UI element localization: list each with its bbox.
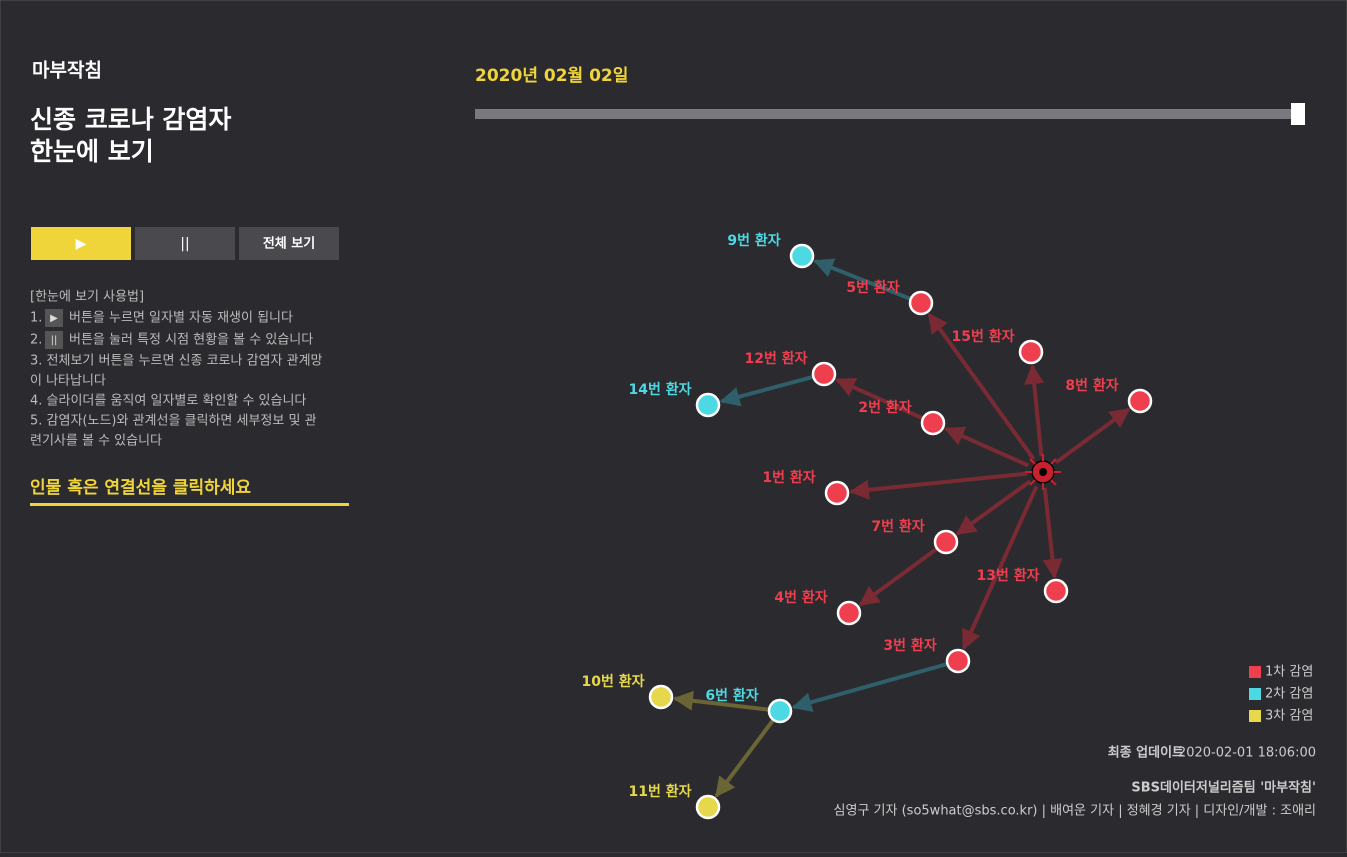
title: 신종 코로나 감염자 — [30, 105, 231, 134]
credits: 심영구 기자 (so5what@sbs.co.kr) | 배여운 기자 | 정혜… — [834, 804, 1316, 819]
update-label: 최종 업데이트 — [1108, 745, 1184, 761]
edge[interactable] — [813, 258, 911, 301]
legend-label: 3차 감염 — [1265, 709, 1313, 724]
node-label[interactable]: 5번 환자 — [846, 279, 899, 296]
node-label[interactable]: 13번 환자 — [977, 567, 1040, 584]
icon-box — [45, 309, 63, 327]
node-label[interactable]: 2번 환자 — [858, 399, 911, 416]
slider-track[interactable] — [475, 109, 1299, 119]
node[interactable] — [695, 794, 721, 820]
date: 2020년 02월 02일 — [475, 66, 628, 86]
node[interactable] — [945, 648, 971, 674]
node[interactable] — [789, 243, 815, 269]
step-number: 2. — [30, 333, 42, 348]
step-text: 5. 감염자(노드)와 관계선을 클릭하면 세부정보 및 관 — [30, 414, 317, 429]
logo: 마부작침 — [32, 60, 102, 82]
instructions-heading: [한눈에 보기 사용법] — [30, 290, 144, 305]
edge[interactable] — [1042, 487, 1063, 580]
node-label[interactable]: 3번 환자 — [883, 637, 936, 654]
step-text: 이 나타납니다 — [30, 374, 106, 389]
all-label[interactable]: 전체 보기 — [263, 236, 315, 252]
node-label[interactable]: 14번 환자 — [629, 381, 692, 398]
edge[interactable] — [1024, 363, 1045, 457]
edge[interactable] — [858, 547, 938, 607]
node[interactable] — [836, 600, 862, 626]
legend-label: 1차 감염 — [1265, 665, 1313, 680]
instructions: 1. ▶ 버튼을 누르면 일자별 자동 재생이 됩니다 2. || 버튼을 눌러 특정 시… — [30, 309, 323, 449]
node-label[interactable]: 15번 환자 — [952, 328, 1015, 345]
node[interactable] — [1127, 388, 1153, 414]
edge[interactable] — [1054, 407, 1131, 465]
slider-handle[interactable] — [1291, 103, 1305, 125]
edge[interactable] — [714, 719, 775, 798]
pause-icon[interactable]: || — [180, 236, 189, 252]
virus-icon[interactable] — [1025, 454, 1061, 490]
edges — [672, 258, 1131, 798]
node-label[interactable]: 7번 환자 — [871, 518, 924, 535]
edge[interactable] — [672, 690, 769, 712]
node-label[interactable]: 4번 환자 — [774, 589, 827, 606]
node-label[interactable]: 11번 환자 — [629, 783, 692, 800]
node[interactable] — [1018, 339, 1044, 365]
node-label[interactable]: 9번 환자 — [727, 232, 780, 249]
legend-swatch — [1249, 666, 1261, 678]
step-icon: ▶ — [50, 313, 58, 324]
title: 한눈에 보기 — [30, 137, 154, 166]
edge[interactable] — [848, 471, 1028, 500]
legend-swatch — [1249, 710, 1261, 722]
step-text: 련기사를 볼 수 있습니다 — [30, 434, 162, 449]
node[interactable] — [908, 290, 934, 316]
edge[interactable] — [955, 479, 1032, 536]
edge[interactable] — [719, 375, 813, 407]
node[interactable] — [695, 392, 721, 418]
node-label[interactable]: 10번 환자 — [582, 673, 645, 690]
prompt-underline — [30, 503, 349, 506]
node[interactable] — [811, 361, 837, 387]
step-text: 4. 슬라이더를 움직여 일자별로 확인할 수 있습니다 — [30, 394, 306, 409]
node[interactable] — [920, 410, 946, 436]
play-icon[interactable]: ▶ — [76, 236, 87, 252]
prompt: 인물 혹은 연결선을 클릭하세요 — [30, 477, 251, 498]
edge[interactable] — [943, 426, 1030, 468]
step-text: 버튼을 누르면 일자별 자동 재생이 됩니다 — [69, 311, 293, 326]
node-label[interactable]: 12번 환자 — [745, 350, 808, 367]
node[interactable] — [648, 684, 674, 710]
edge[interactable] — [961, 485, 1039, 651]
node-label[interactable]: 6번 환자 — [705, 687, 758, 704]
edge[interactable] — [834, 377, 923, 420]
all-button[interactable] — [239, 227, 339, 260]
play-button[interactable] — [31, 227, 131, 260]
step-number: 1. — [30, 311, 42, 326]
legend: 1차 감염 2차 감염 3차 감염 — [1249, 665, 1313, 724]
edge[interactable] — [927, 312, 1036, 461]
step-text: 버튼을 눌러 특정 시점 현황을 볼 수 있습니다 — [69, 333, 313, 348]
node[interactable] — [1043, 578, 1069, 604]
legend-swatch — [1249, 688, 1261, 700]
update-time: 2020-02-01 18:06:00 — [1178, 746, 1316, 761]
step-text: 3. 전체보기 버튼을 누르면 신종 코로나 감염자 관계망 — [30, 354, 323, 369]
node[interactable] — [767, 698, 793, 724]
icon-box — [45, 331, 63, 349]
node-label[interactable]: 1번 환자 — [762, 469, 815, 486]
team: SBS데이터저널리즘팀 '마부작침' — [1131, 780, 1316, 796]
step-icon: || — [51, 335, 58, 346]
node[interactable] — [824, 480, 850, 506]
node-label[interactable]: 8번 환자 — [1065, 377, 1118, 394]
edge[interactable] — [791, 662, 947, 712]
pause-button[interactable] — [135, 227, 235, 260]
legend-label: 2차 감염 — [1265, 687, 1313, 702]
node[interactable] — [933, 529, 959, 555]
nodes: 9번 환자 5번 환자 15번 환자 12번 환자 14번 환자 8번 환자 2번 환자 1번… — [582, 232, 1153, 820]
